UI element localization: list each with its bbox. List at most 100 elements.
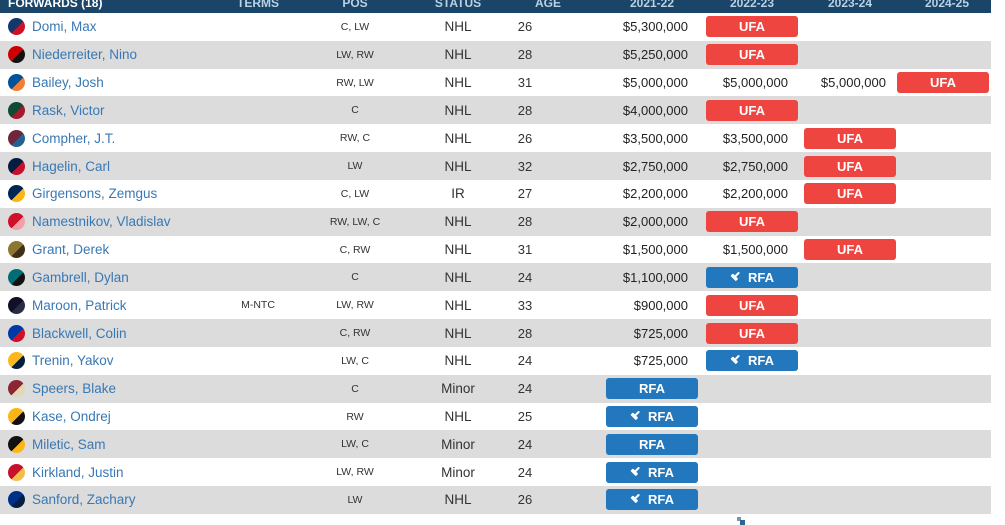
position-cell: C, LW [340, 187, 370, 200]
player-row: Sanford, Zachary LW NHL 26 RFA [0, 486, 991, 514]
player-name-link[interactable]: Grant, Derek [32, 242, 110, 258]
season-2023-24-cell [800, 96, 900, 124]
column-header-pos[interactable]: POS [342, 0, 368, 10]
season-2022-23-cell: UFA [702, 319, 802, 347]
terms-cell: M-NTC [241, 299, 275, 312]
rfa-badge[interactable]: RFA [706, 350, 798, 372]
season-2021-22-cell: $725,000 [633, 325, 688, 341]
player-name-link[interactable]: Kase, Ondrej [32, 409, 111, 424]
column-header-status[interactable]: STATUS [434, 0, 482, 10]
ufa-badge[interactable]: UFA [804, 155, 896, 177]
carolina-hurricanes-logo-icon [8, 46, 25, 64]
season-2024-25-cell: UFA [896, 69, 990, 97]
season-2022-23-cell: UFA [702, 41, 802, 69]
season-2021-22-cell: $3,500,000 [622, 130, 688, 146]
player-name-link[interactable]: Bailey, Josh [32, 75, 104, 91]
position-cell: LW, RW [336, 466, 374, 479]
terms-cell [208, 208, 308, 236]
player-name-link[interactable]: Maroon, Patrick [32, 297, 127, 313]
season-2021-22-cell: $5,300,000 [622, 19, 688, 35]
season-2022-23-cell: $3,500,000 [722, 130, 788, 146]
position-cell: RW, LW, C [329, 215, 381, 228]
position-cell: C, RW [339, 327, 371, 340]
season-2022-23-cell [702, 403, 802, 431]
ufa-badge[interactable]: UFA [804, 127, 896, 149]
ufa-badge[interactable]: UFA [706, 294, 798, 316]
rfa-badge[interactable]: RFA [706, 266, 798, 288]
ufa-badge[interactable]: UFA [804, 239, 896, 261]
player-name-link[interactable]: Kirkland, Justin [32, 464, 124, 480]
season-2023-24-cell [800, 291, 900, 319]
player-name-link[interactable]: Trenin, Yakov [32, 353, 114, 369]
column-header-season-2022-23[interactable]: 2022-23 [729, 0, 775, 10]
age-cell: 32 [517, 158, 533, 174]
player-name-link[interactable]: Miletic, Sam [32, 436, 106, 452]
ufa-badge[interactable]: UFA [706, 16, 798, 38]
ufa-badge[interactable]: UFA [897, 72, 989, 94]
badge-label: RFA [748, 353, 774, 369]
ufa-badge[interactable]: UFA [706, 99, 798, 121]
terms-cell [208, 347, 308, 375]
age-cell: 28 [517, 214, 533, 230]
player-name-link[interactable]: Namestnikov, Vladislav [32, 214, 171, 230]
season-2022-23-cell [702, 430, 802, 458]
terms-cell [208, 319, 308, 347]
rfa-badge[interactable]: RFA [606, 433, 698, 455]
player-name-link[interactable]: Compher, J.T. [32, 130, 116, 146]
column-header-terms[interactable]: TERMS [237, 0, 279, 10]
player-row: Compher, J.T. RW, C NHL 26 $3,500,000 $3… [0, 124, 991, 153]
season-2023-24-cell [800, 208, 900, 236]
column-header-season-2021-22[interactable]: 2021-22 [629, 0, 675, 10]
player-row: Kase, Ondrej RW NHL 25 RFA [0, 402, 991, 431]
columbus-blue-jackets-logo-icon [8, 18, 25, 36]
detroit-red-wings-logo-icon [8, 213, 25, 231]
rfa-badge[interactable]: RFA [606, 378, 698, 400]
season-2023-24-cell: $5,000,000 [820, 75, 886, 91]
arbitration-gavel-icon [630, 466, 640, 476]
season-2021-22-cell: $900,000 [633, 297, 688, 313]
ufa-badge[interactable]: UFA [706, 322, 798, 344]
rfa-badge[interactable]: RFA [606, 461, 698, 483]
rfa-badge[interactable]: RFA [606, 489, 698, 511]
status-cell: Minor [441, 436, 475, 452]
column-header-age[interactable]: AGE [534, 0, 562, 10]
ufa-badge[interactable]: UFA [706, 44, 798, 66]
player-name-link[interactable]: Sanford, Zachary [32, 492, 136, 508]
age-cell: 26 [517, 130, 533, 146]
season-2022-23-cell: UFA [702, 208, 802, 236]
ufa-badge[interactable]: UFA [804, 183, 896, 205]
section-header-forwards: FORWARDS (18) [8, 0, 103, 10]
badge-label: UFA [739, 19, 765, 35]
player-row: Maroon, Patrick M-NTC LW, RW NHL 33 $900… [0, 291, 991, 320]
age-cell: 25 [517, 409, 533, 424]
player-name-link[interactable]: Niederreiter, Nino [32, 47, 138, 63]
season-2021-22-cell: $2,750,000 [622, 158, 688, 174]
player-name-link[interactable]: Speers, Blake [32, 381, 117, 397]
season-2022-23-cell: UFA [702, 291, 802, 319]
season-2023-24-cell: UFA [800, 152, 900, 180]
position-cell: LW [347, 493, 363, 506]
position-cell: RW, C [339, 132, 371, 145]
status-cell: IR [451, 186, 465, 202]
ufa-badge[interactable]: UFA [706, 211, 798, 233]
badge-label: RFA [648, 464, 674, 480]
player-name-link[interactable]: Blackwell, Colin [32, 325, 127, 341]
player-name-link[interactable]: Domi, Max [32, 19, 97, 35]
status-cell: Minor [441, 381, 475, 397]
column-header-season-2023-24[interactable]: 2023-24 [827, 0, 873, 10]
player-name-link[interactable]: Rask, Victor [32, 102, 105, 118]
player-name-link[interactable]: Hagelin, Carl [32, 158, 111, 174]
position-cell: LW, RW [336, 48, 374, 61]
player-name-link[interactable]: Gambrell, Dylan [32, 269, 129, 285]
rfa-badge[interactable]: RFA [606, 406, 698, 427]
age-cell: 28 [517, 47, 533, 63]
age-cell: 26 [517, 19, 533, 35]
status-cell: NHL [444, 158, 472, 174]
season-2022-23-cell: UFA [702, 13, 802, 41]
player-row: Bailey, Josh RW, LW NHL 31 $5,000,000 $5… [0, 68, 991, 97]
season-2022-23-cell [702, 458, 802, 486]
player-name-link[interactable]: Girgensons, Zemgus [32, 186, 158, 202]
column-header-season-2024-25[interactable]: 2024-25 [924, 0, 970, 10]
season-2021-22-cell: $1,500,000 [622, 242, 688, 258]
buffalo-sabres-logo-icon [8, 185, 25, 203]
